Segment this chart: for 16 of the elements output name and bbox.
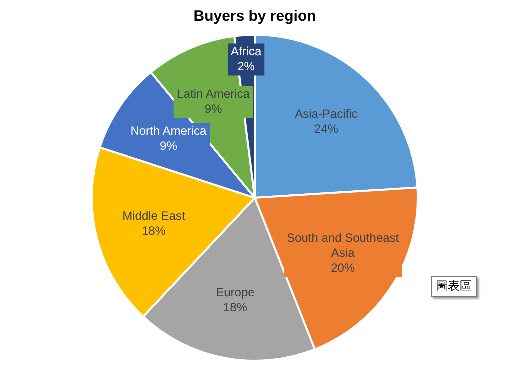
slice-label: Middle East	[122, 208, 186, 223]
slice-label: Africa	[230, 44, 262, 59]
data-label: 18%	[223, 300, 248, 314]
data-label: 18%	[142, 224, 166, 238]
data-label: 20%	[331, 261, 356, 276]
slice-label: North America	[130, 124, 208, 138]
chart-title: Buyers by region	[194, 8, 316, 26]
data-label: 24%	[314, 122, 339, 136]
slice-label: South and Southeast Asia	[287, 231, 400, 260]
text: 圖表區	[431, 276, 477, 297]
data-label: 2%	[238, 60, 256, 74]
data-label: 9%	[160, 139, 178, 154]
data-label: 9%	[204, 102, 223, 116]
slice-label: Asia-Pacific	[295, 106, 358, 121]
slice-label: Latin America	[177, 87, 250, 102]
slice-label: Europe	[216, 285, 256, 300]
